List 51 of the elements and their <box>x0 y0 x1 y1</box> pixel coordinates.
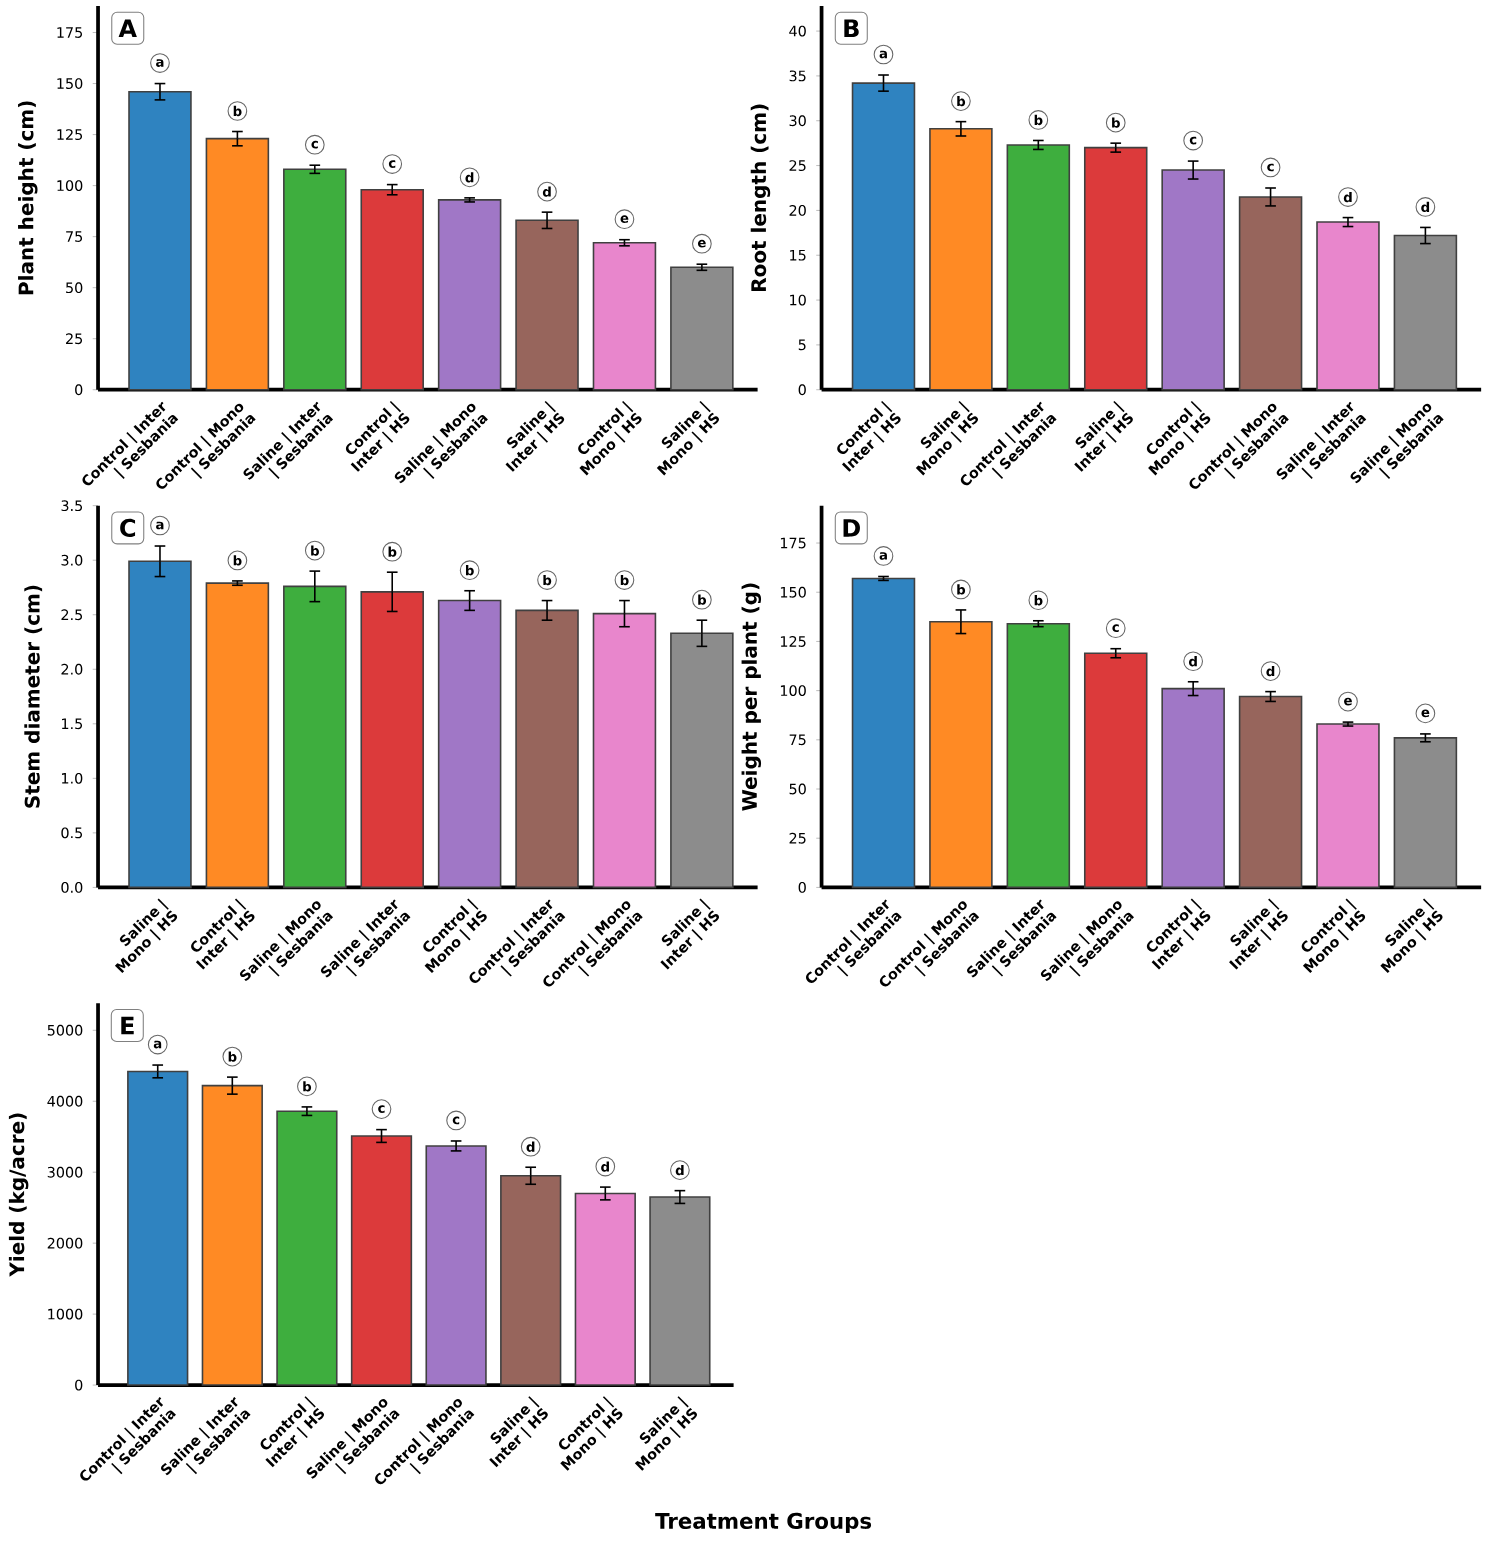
bar <box>425 1145 488 1386</box>
bar <box>1161 687 1226 889</box>
bar <box>128 90 193 391</box>
bar <box>1006 622 1071 889</box>
bar <box>1316 221 1381 391</box>
bar <box>351 1135 413 1386</box>
y-axis-title: Stem diameter (cm) <box>24 585 43 808</box>
bar <box>1006 144 1071 391</box>
bar <box>128 560 193 889</box>
chart-title: D <box>843 519 861 537</box>
bar <box>649 1196 711 1386</box>
bar <box>438 599 502 889</box>
bar <box>127 1070 189 1386</box>
bar <box>283 168 347 391</box>
bar <box>283 585 347 889</box>
chart-title: E <box>121 1016 135 1035</box>
bar <box>593 612 657 889</box>
bar <box>515 609 580 889</box>
bar <box>670 632 735 889</box>
bar <box>852 577 916 889</box>
y-axis-title: Root length (cm) <box>751 104 771 292</box>
bar <box>575 1192 637 1386</box>
bar <box>929 128 994 391</box>
bar <box>1394 737 1458 889</box>
chart-title: B <box>844 19 860 37</box>
bar <box>1316 723 1381 889</box>
bar <box>1084 146 1148 391</box>
y-axis-title: Weight per plant (g) <box>742 583 762 811</box>
bar <box>500 1174 562 1386</box>
bar <box>593 241 657 391</box>
bar <box>438 199 502 391</box>
bar <box>360 591 425 889</box>
x-axis-title: Treatment Groups <box>655 1512 872 1534</box>
bar <box>276 1110 338 1386</box>
y-axis-title: Plant height (cm) <box>18 101 38 295</box>
chart-title: A <box>119 19 138 38</box>
bar <box>670 266 735 391</box>
bar <box>206 582 270 889</box>
chart-title: C <box>120 518 136 537</box>
bar <box>929 620 994 889</box>
bar <box>206 137 270 391</box>
bar <box>202 1084 264 1386</box>
bar <box>1161 169 1226 391</box>
y-axis-title: Yield (kg/acre) <box>9 1113 29 1277</box>
bar <box>1239 695 1303 889</box>
bar <box>1239 196 1303 391</box>
bar <box>515 219 580 391</box>
bar <box>360 188 425 391</box>
bar <box>1394 234 1458 391</box>
bar <box>852 82 916 391</box>
bar <box>1084 652 1148 889</box>
